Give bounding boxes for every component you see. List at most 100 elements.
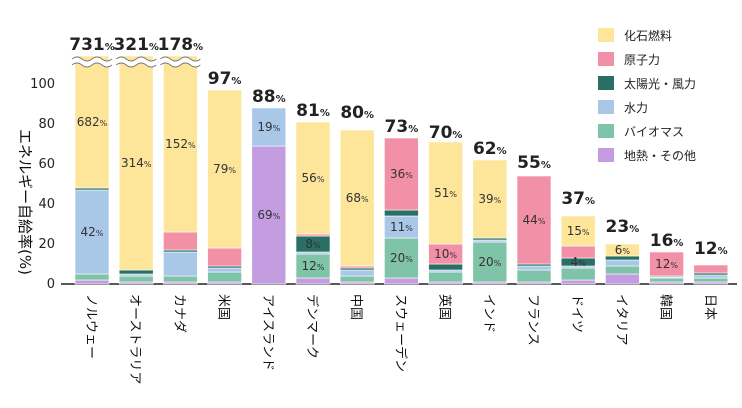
y-tick-label: 80 <box>38 117 55 132</box>
bar-segment <box>516 175 552 265</box>
bar-segment <box>560 267 596 281</box>
data-label: 314% <box>121 156 152 170</box>
bar-group <box>516 175 552 285</box>
bar-segment <box>428 263 463 271</box>
bar-segment <box>428 141 463 245</box>
total-label: 73% <box>385 117 419 137</box>
category-label: デンマーク <box>304 294 320 359</box>
axis-break-gap <box>114 57 158 67</box>
total-label: 321% <box>113 35 159 55</box>
legend-label: バイオマス <box>624 125 684 139</box>
bar-segment <box>295 233 331 237</box>
data-label: 36% <box>390 167 413 181</box>
bar-group <box>649 251 684 285</box>
data-label: 68% <box>346 191 369 205</box>
total-label: 16% <box>650 231 684 251</box>
bar-segment <box>339 269 375 277</box>
bar-segment <box>384 137 419 211</box>
bar-segment <box>384 277 419 285</box>
bar-group <box>207 89 242 285</box>
total-label: 12% <box>694 239 728 259</box>
legend-swatch <box>598 148 614 162</box>
legend-swatch <box>598 76 614 90</box>
axis-break-line <box>115 62 157 68</box>
bar-segment <box>118 275 154 283</box>
axis-break-line <box>115 56 157 62</box>
total-label: 23% <box>606 217 640 237</box>
bar-segment <box>472 241 508 283</box>
bar-segment <box>207 271 242 283</box>
category-label: 中国 <box>348 294 363 320</box>
bar-segment <box>74 189 110 275</box>
legend-swatch <box>598 52 614 66</box>
category-label: フランス <box>525 294 540 346</box>
bar-group <box>74 55 110 285</box>
y-tick-label: 20 <box>38 237 55 252</box>
bar-segment <box>74 279 110 285</box>
data-label: 12% <box>655 257 678 271</box>
data-label: 12% <box>302 259 325 273</box>
bar-segment <box>163 249 198 253</box>
category-label: ドイツ <box>569 294 584 333</box>
bar-segment <box>295 121 331 235</box>
bar-segment <box>649 251 684 277</box>
bar-segment <box>163 275 198 283</box>
bar-segment <box>384 209 419 217</box>
bar-segment <box>118 55 154 271</box>
data-label: 39% <box>478 192 501 206</box>
axis-break-line <box>160 56 201 62</box>
bar-group <box>251 107 287 285</box>
axis-break-line <box>71 62 113 68</box>
bar-segment <box>295 251 331 255</box>
bar-group <box>560 215 596 285</box>
bar-segment <box>295 253 331 279</box>
bar-segment <box>118 269 154 275</box>
axis-break-line <box>160 62 201 68</box>
category-label: 韓国 <box>658 294 673 320</box>
category-label: カナダ <box>171 294 186 333</box>
total-label: 178% <box>158 35 204 55</box>
data-label: 11% <box>390 220 413 234</box>
bar-segment <box>472 237 508 241</box>
bar-segment <box>560 279 596 285</box>
data-label: 79% <box>213 162 236 176</box>
legend-label: 地熱・その他 <box>624 149 696 163</box>
bar-group <box>605 243 640 285</box>
bar-segment <box>472 159 508 239</box>
bar-segment <box>207 267 242 273</box>
bar-group <box>472 159 508 285</box>
data-label: 42% <box>81 225 104 239</box>
y-tick-label: 100 <box>30 77 55 92</box>
data-label: 20% <box>478 255 501 269</box>
total-label: 97% <box>208 69 242 89</box>
legend-label: 水力 <box>624 101 648 115</box>
legend-label: 太陽光・風力 <box>624 76 696 91</box>
category-label: イタリア <box>613 294 628 345</box>
data-label: 69% <box>257 208 280 222</box>
bar-segment <box>605 259 640 267</box>
bar-segment <box>251 107 287 147</box>
y-tick-label: 60 <box>38 157 55 172</box>
y-tick-label: 0 <box>47 277 55 292</box>
bar-group <box>163 55 198 285</box>
bar-segment <box>605 273 640 285</box>
legend-swatch <box>598 100 614 114</box>
bar-segment <box>516 265 552 271</box>
data-label: 51% <box>434 186 457 200</box>
total-label: 80% <box>340 103 374 123</box>
bar-segment <box>295 277 331 285</box>
total-label: 37% <box>561 189 595 209</box>
bar-group <box>693 264 729 285</box>
data-label: 56% <box>302 171 325 185</box>
total-label: 62% <box>473 139 507 159</box>
data-label: 6% <box>615 243 631 257</box>
bar-group <box>339 129 375 285</box>
total-label: 70% <box>429 123 463 143</box>
bar-segment <box>693 277 729 283</box>
bar-segment <box>163 55 198 233</box>
bar-segment <box>207 89 242 249</box>
bar-segment <box>339 129 375 267</box>
bar-segment <box>384 237 419 279</box>
legend-swatch <box>598 124 614 138</box>
